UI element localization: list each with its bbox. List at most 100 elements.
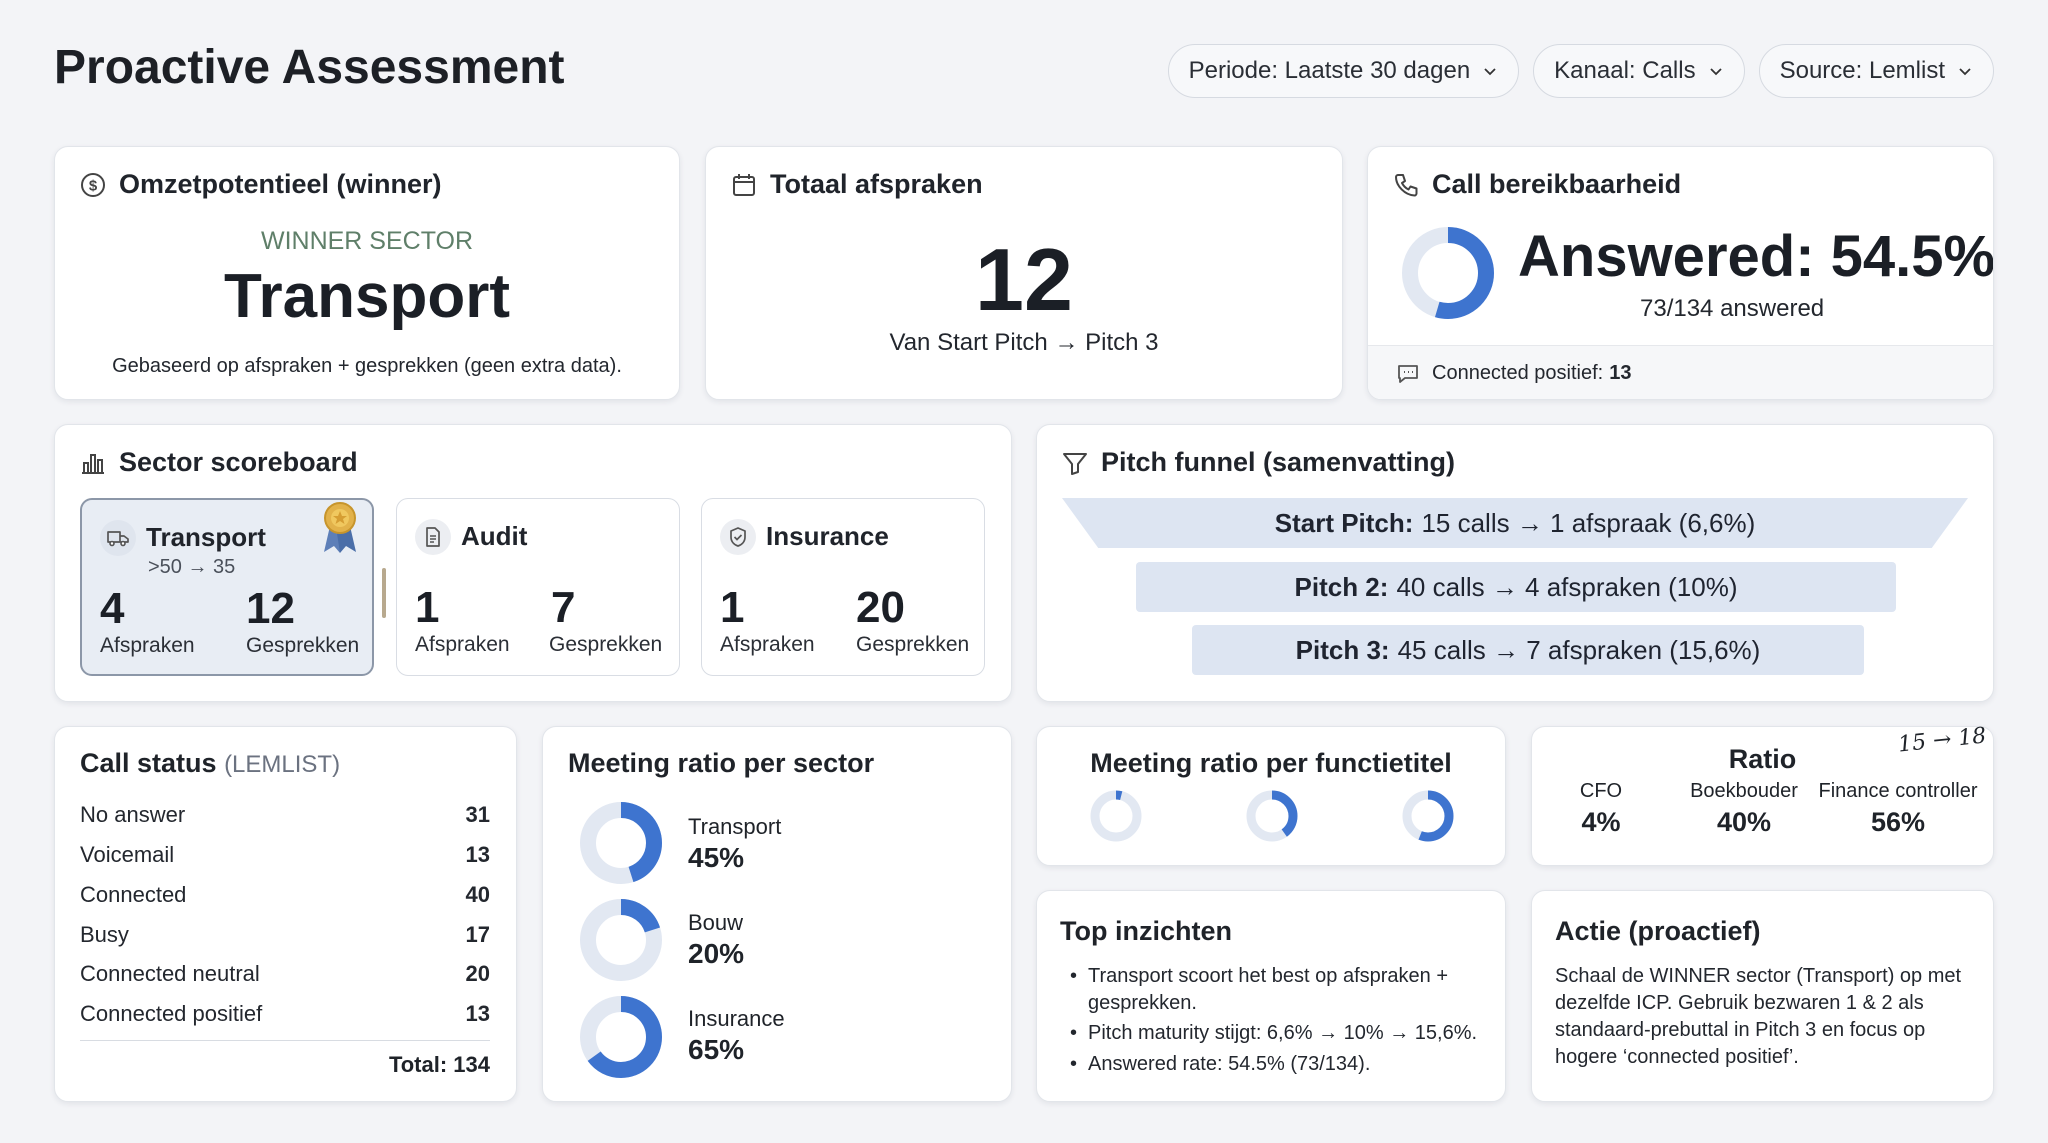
answered-headline: Answered: 54.5%: [1518, 224, 1994, 289]
meeting-sector-name: Transport: [688, 814, 782, 839]
filter-kanaal[interactable]: Kanaal: Calls: [1533, 44, 1745, 98]
page-title: Proactive Assessment: [54, 41, 565, 94]
chevron-down-icon: [1709, 68, 1722, 76]
sector-afspraken-label: Afspraken: [720, 633, 815, 656]
sector-trend: >50 → 35: [148, 556, 236, 578]
functie-donut: [1090, 790, 1142, 842]
donut-arc: [580, 802, 662, 884]
inzichten-bullet: Answered rate: 54.5% (73/134).: [1070, 1051, 1488, 1078]
functie-donut: [1246, 790, 1298, 842]
meeting-sector-pct: 45%: [688, 842, 745, 873]
sector-name: Transport: [146, 522, 266, 552]
donut-arc: [580, 996, 662, 1078]
omzet-note: Gebaseerd op afspraken + gesprekken (gee…: [112, 355, 622, 377]
meeting-sector-pct: 65%: [688, 1034, 745, 1065]
winner-sector-name: Transport: [224, 262, 510, 331]
ratio-item-name: Finance controller: [1818, 780, 1978, 802]
ratio-item-cfo: CFO 4%: [1551, 780, 1651, 838]
bereik-card: Call bereikbaarheid Answered: 54.5% 73/1…: [1367, 146, 1994, 400]
afspraken-value: 12: [975, 230, 1073, 329]
scoreboard-title: Sector scoreboard: [119, 447, 358, 477]
actie-text: Schaal de WINNER sector (Transport) op m…: [1555, 965, 1962, 1068]
dollar-circle-icon: $: [81, 172, 105, 197]
ratio-item-boekbouder: Boekbouder 40%: [1676, 780, 1812, 838]
filter-bar: Periode: Laatste 30 dagen Kanaal: Calls …: [1167, 44, 1994, 98]
connected-positief-label: Connected positief:: [1432, 362, 1604, 384]
scroll-divider: [382, 568, 386, 618]
bereik-footer: Connected positief: 13: [1368, 345, 1993, 399]
sector-name: Insurance: [766, 521, 889, 551]
omzet-card: $ Omzetpotentieel (winner) WINNER SECTOR…: [54, 146, 680, 400]
funnel-step-label: Start Pitch:: [1274, 507, 1414, 538]
answered-donut: [1402, 227, 1494, 319]
funnel-step-text: 15 calls → 1 afspraak (6,6%): [1421, 507, 1756, 538]
filter-icon: [1063, 452, 1087, 475]
calendar-icon: [733, 173, 755, 196]
ratio-card: [1531, 726, 1994, 866]
sector-gesprekken-value: 20: [856, 583, 905, 632]
call-status-row: Busy 17: [80, 922, 490, 947]
call-status-title: Call status: [80, 748, 217, 778]
bereik-card-header: Call bereikbaarheid: [1392, 169, 1681, 200]
funnel-step-text: 40 calls → 4 afspraken (10%): [1396, 571, 1738, 602]
meeting-sector-name: Insurance: [688, 1006, 785, 1031]
bereik-title: Call bereikbaarheid: [1432, 169, 1682, 199]
phone-icon: [1395, 173, 1418, 196]
meeting-sector-name: Bouw: [688, 910, 744, 935]
sector-card-insurance[interactable]: Insurance 1 20 Afspraken Gesprekken: [701, 498, 985, 676]
chevron-down-icon: [1959, 68, 1971, 76]
sector-gesprekken-label: Gesprekken: [246, 634, 360, 657]
donut-arc: [1402, 790, 1454, 842]
sector-card-transport[interactable]: Transport >50 → 35 4 12 Afspraken Gespre…: [80, 498, 374, 676]
call-status-total: Total: 134: [388, 1052, 490, 1077]
bar-chart-icon: [82, 453, 104, 474]
sector-afspraken-label: Afspraken: [415, 633, 510, 656]
sector-name: Audit: [461, 521, 528, 551]
afspraken-caption: Van Start Pitch → Pitch 3: [889, 329, 1159, 356]
sector-afspraken-value: 4: [100, 584, 125, 633]
call-status-card: [54, 726, 517, 1102]
meeting-sector-donut: [580, 899, 662, 981]
functie-donut: [1402, 790, 1454, 842]
meeting-sector-donut: [580, 802, 662, 884]
call-status-divider: [80, 1040, 490, 1041]
filter-kanaal-label: Kanaal: Calls: [1554, 57, 1696, 84]
meeting-sector-donut: [580, 996, 662, 1078]
afspraken-card-header: Totaal afspraken: [730, 169, 983, 200]
winner-sector-label: WINNER SECTOR: [260, 227, 474, 255]
filter-source-label: Source: Lemlist: [1779, 57, 1945, 84]
sector-gesprekken-label: Gesprekken: [549, 633, 663, 656]
inzichten-bullet: Pitch maturity stijgt: 6,6% → 10% → 15,6…: [1070, 1020, 1488, 1047]
ratio-item-pct: 40%: [1716, 807, 1772, 837]
ratio-item-name: CFO: [1579, 780, 1623, 802]
scoreboard-header: Sector scoreboard: [79, 447, 358, 478]
shield-check-icon: [720, 519, 756, 555]
filter-periode[interactable]: Periode: Laatste 30 dagen: [1167, 44, 1520, 98]
document-icon: [415, 519, 451, 555]
sector-gesprekken-value: 12: [246, 584, 295, 633]
sector-afspraken-value: 1: [415, 583, 440, 632]
svg-text:$: $: [89, 177, 98, 194]
inzichten-bullet: Transport scoort het best op afspraken +…: [1070, 963, 1488, 1017]
funnel-step-label: Pitch 3:: [1295, 634, 1390, 665]
funnel-step-start: Start Pitch: 15 calls → 1 afspraak (6,6%): [1062, 498, 1968, 548]
sector-afspraken-label: Afspraken: [100, 634, 195, 657]
donut-arc: [1090, 790, 1142, 842]
award-medal-icon: [324, 502, 356, 553]
meeting-sector-pct: 20%: [688, 938, 745, 969]
donut-arc: [580, 899, 662, 981]
omzet-card-header: $ Omzetpotentieel (winner): [79, 169, 442, 200]
answered-donut-arc: [1402, 227, 1494, 319]
ratio-item-pct: 56%: [1870, 807, 1926, 837]
chevron-down-icon: [1484, 68, 1496, 76]
filter-source[interactable]: Source: Lemlist: [1758, 44, 1994, 98]
sector-card-audit[interactable]: Audit 1 7 Afspraken Gesprekken: [396, 498, 680, 676]
call-status-header: Call status (LEMLIST): [80, 748, 340, 779]
truck-icon: [100, 520, 136, 556]
afspraken-title: Totaal afspraken: [770, 169, 983, 199]
inzichten-title: Top inzichten: [1060, 916, 1232, 946]
funnel-step-pitch3: Pitch 3: 45 calls → 7 afspraken (15,6%): [1192, 625, 1864, 675]
funnel-header: Pitch funnel (samenvatting): [1061, 447, 1455, 478]
funnel-title: Pitch funnel (samenvatting): [1101, 447, 1456, 477]
connected-positief-value: 13: [1609, 362, 1632, 384]
